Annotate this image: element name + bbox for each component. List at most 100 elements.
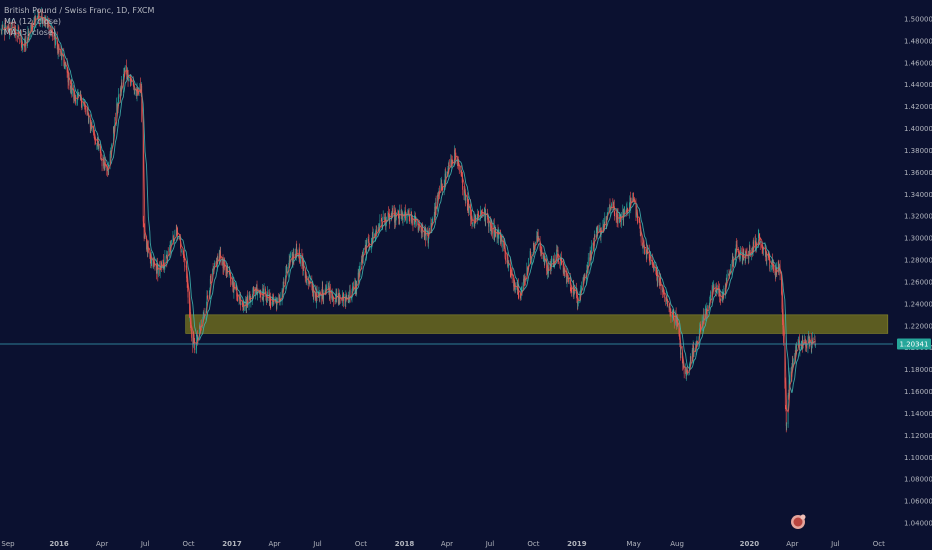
support-zone[interactable] (185, 314, 889, 334)
candle-body (405, 214, 407, 218)
symbol-title[interactable]: British Pound / Swiss Franc, 1D, FXCM (4, 6, 154, 15)
x-tick-label: May (626, 540, 640, 548)
candle (480, 209, 482, 218)
candle-body (574, 288, 575, 291)
candle-body (249, 295, 251, 298)
ma-fast-legend[interactable]: MA (5, close) (4, 28, 56, 37)
candle (388, 206, 389, 217)
candle (169, 244, 170, 258)
candle-body (670, 313, 671, 315)
candle-body (761, 246, 763, 248)
candle-body (547, 266, 548, 274)
candle (438, 191, 439, 198)
candle-body (735, 253, 737, 254)
candle (665, 296, 667, 306)
candle (679, 334, 680, 340)
candle-body (462, 176, 463, 190)
candle-body (488, 221, 490, 227)
candle-body (58, 47, 60, 52)
candle-body (206, 307, 207, 311)
candle-body (285, 268, 287, 273)
candle-body (314, 290, 316, 298)
x-tick-label: 2017 (222, 540, 242, 548)
x-tick-label: Aug (670, 540, 684, 548)
candle-body (667, 300, 668, 307)
candle-body (263, 288, 265, 294)
candle-body (139, 83, 141, 91)
time-axis[interactable]: Sep 2016 Apr Jul Oct 2017 Apr Jul Oct 2018 Apr Jul O… (1, 540, 885, 548)
candle-body (739, 254, 740, 258)
candle-body (503, 244, 505, 248)
candle-body (243, 306, 245, 308)
candle-body (815, 343, 816, 346)
y-tick-label: 1.08000 (904, 476, 932, 484)
candle (794, 350, 796, 360)
candle-body (300, 255, 301, 264)
candle (649, 254, 651, 266)
candle (784, 377, 786, 410)
candle (577, 295, 578, 311)
candle-body (304, 271, 306, 278)
candle (671, 310, 673, 322)
candle-body (783, 329, 784, 343)
candle (440, 176, 442, 189)
x-tick-label: Jul (830, 540, 840, 548)
candle-body (613, 206, 615, 213)
candle-body (609, 204, 610, 209)
candle-body (507, 257, 509, 268)
candle-body (63, 63, 65, 69)
candle-body (795, 346, 797, 360)
candle-body (380, 219, 382, 221)
candle-body (773, 264, 774, 271)
candle (63, 61, 65, 69)
candle-body (784, 382, 786, 406)
price-axis[interactable]: 1.04000 1.06000 1.08000 1.10000 1.12000 1.140… (904, 15, 932, 527)
candle-body (161, 262, 162, 268)
candle-body (224, 258, 225, 268)
candle (4, 20, 6, 36)
candle-body (394, 210, 396, 223)
candle (753, 237, 754, 253)
candle-body (52, 30, 53, 37)
candle-body (17, 35, 18, 37)
candle-body (682, 358, 684, 365)
candle (218, 249, 220, 265)
ma-slow-legend[interactable]: MA (12, close) (4, 17, 61, 26)
candle-body (334, 300, 336, 302)
candle (1, 29, 2, 35)
candle-body (521, 285, 523, 292)
candle-body (633, 198, 634, 201)
candle-body (233, 282, 235, 293)
candle (806, 340, 807, 352)
candle (261, 297, 263, 300)
candle-body (388, 212, 389, 214)
tradingview-logo-icon[interactable] (791, 514, 806, 530)
candle-body (706, 308, 708, 311)
candle-body (543, 255, 544, 259)
candle-body (775, 269, 777, 277)
candle-body (663, 292, 665, 294)
candle-body (223, 267, 224, 269)
y-tick-label: 1.12000 (904, 432, 932, 440)
candle (222, 254, 224, 275)
candle (219, 246, 221, 257)
candle (566, 268, 567, 285)
candle-body (331, 291, 333, 300)
candle-body (289, 257, 291, 264)
candle-body (480, 211, 481, 218)
candle-body (534, 241, 536, 246)
candle-body (234, 282, 235, 290)
candle-body (414, 216, 416, 217)
candle-body (240, 302, 242, 306)
candle-body (772, 260, 773, 265)
candle-body (388, 213, 390, 215)
candle-body (192, 335, 194, 347)
candle-body (242, 306, 244, 307)
candle (100, 157, 102, 161)
candle-body (401, 213, 402, 215)
candle (210, 273, 212, 285)
candle-body (73, 92, 75, 100)
candle-body (7, 26, 9, 32)
